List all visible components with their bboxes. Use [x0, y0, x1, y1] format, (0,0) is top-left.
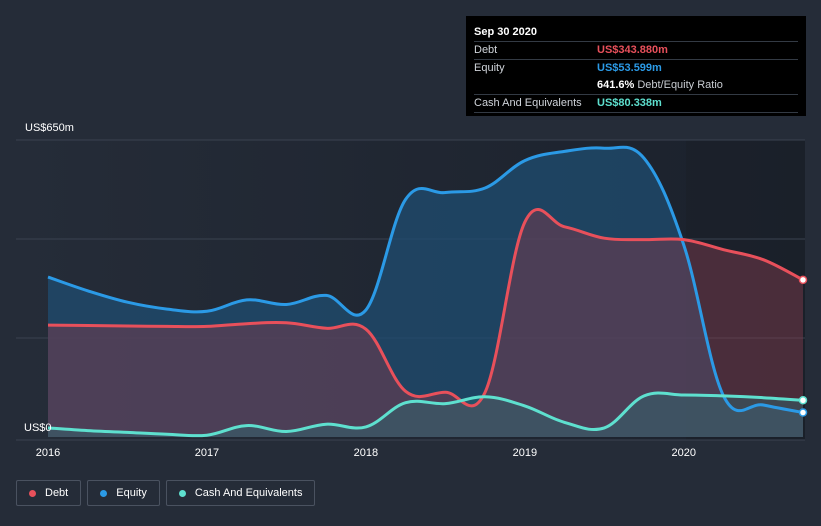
legend-item-debt[interactable]: Debt: [16, 480, 82, 506]
x-tick-label-2020: 2020: [672, 447, 696, 459]
tooltip-date: Sep 30 2020: [474, 26, 537, 38]
tooltip-row-equity: Equity US$53.599m: [474, 59, 798, 77]
area-debt: [48, 209, 803, 437]
end-marker-cash-and-equivalents: [798, 396, 808, 405]
line-cash-and-equivalents: [47, 391, 804, 438]
series-areas: [48, 147, 803, 437]
legend-cash-dot-icon: [178, 489, 186, 497]
x-tick-label-2017: 2017: [195, 447, 219, 459]
legend-debt-label: Debt: [45, 487, 69, 499]
data-tooltip: Sep 30 2020 Debt US$343.880m Equity US$5…: [466, 16, 806, 116]
legend-item-cash[interactable]: Cash And Equivalents: [165, 480, 316, 506]
tooltip-cash-label: Cash And Equivalents: [474, 97, 582, 109]
line-equity: [47, 145, 804, 414]
series-lines: [47, 145, 804, 438]
legend-cash-label: Cash And Equivalents: [194, 487, 303, 499]
tooltip-row-cash: Cash And Equivalents US$80.338m: [474, 94, 798, 112]
tooltip-debt-value: US$343.880m: [597, 44, 668, 56]
tooltip-equity-value: US$53.599m: [597, 62, 662, 74]
tooltip-bottom-divider: [474, 112, 798, 130]
y-tick-label-max: US$650m: [25, 122, 74, 134]
legend-item-equity[interactable]: Equity: [87, 480, 160, 506]
legend-equity-dot-icon: [100, 489, 108, 497]
tooltip-row-ratio: 641.6% Debt/Equity Ratio: [474, 77, 798, 94]
series-end-markers: [798, 275, 808, 417]
legend-debt-dot-icon: [29, 489, 36, 497]
chart-legend: Debt Equity Cash And Equivalents: [16, 480, 316, 506]
y-tick-label-zero: US$0: [24, 422, 52, 434]
tooltip-ratio-value: 641.6%: [597, 79, 635, 91]
tooltip-debt-label: Debt: [474, 44, 498, 56]
x-tick-label-2016: 2016: [36, 447, 60, 459]
legend-equity-label: Equity: [116, 487, 147, 499]
area-cash-and-equivalents: [48, 393, 803, 437]
tooltip-cash-value: US$80.338m: [597, 97, 662, 109]
tooltip-equity-label: Equity: [474, 62, 505, 74]
tooltip-ratio-suffix: Debt/Equity Ratio: [637, 79, 723, 91]
end-marker-debt: [798, 275, 808, 285]
x-tick-label-2018: 2018: [354, 447, 378, 459]
tooltip-row-debt: Debt US$343.880m: [474, 41, 798, 59]
x-tick-label-2019: 2019: [513, 447, 537, 459]
tooltip-ratio-label: [474, 77, 597, 94]
axis-labels: 2016 2017 2018 2019 2020 US$650m US$0: [24, 122, 696, 459]
line-debt: [47, 208, 804, 408]
end-marker-equity: [798, 408, 808, 417]
